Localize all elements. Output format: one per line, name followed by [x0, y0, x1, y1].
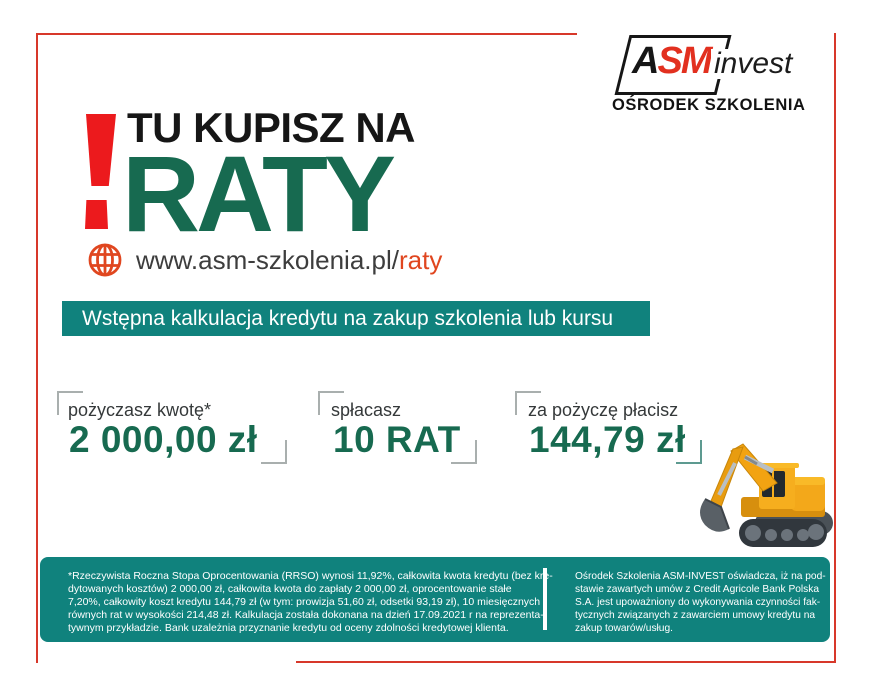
frame-bottom-line	[296, 661, 836, 663]
globe-icon	[87, 242, 123, 278]
logo-letter-s: S	[657, 40, 682, 82]
corner-bracket-br	[261, 440, 287, 464]
frame-left-line	[36, 33, 38, 663]
stat-label-installments: spłacasz	[331, 400, 402, 420]
frame-top-line	[36, 33, 577, 35]
footer-divider	[543, 568, 547, 630]
logo-letter-a: A	[632, 40, 659, 82]
website-url[interactable]: www.asm-szkolenia.pl/raty	[136, 245, 442, 276]
footer-line: dytowanych kosztów) 2 000,00 zł, całkowi…	[68, 582, 512, 595]
exclamation-mark-icon	[86, 114, 116, 186]
corner-bracket-tl	[57, 391, 83, 415]
footer-line: Ośrodek Szkolenia ASM-INVEST oświadcza, …	[575, 571, 826, 582]
footer-line: *Rzeczywista Roczna Stopa Oprocentowania…	[68, 570, 553, 582]
logo-subtitle: OŚRODEK SZKOLENIA	[612, 96, 806, 114]
excavator-image	[683, 437, 835, 550]
asm-logo: ASM	[632, 40, 713, 82]
frame-right-line	[834, 33, 836, 663]
footer-panel: *Rzeczywista Roczna Stopa Oprocentowania…	[40, 557, 830, 642]
website-url-highlight[interactable]: raty	[398, 245, 443, 275]
calculation-banner-text: Wstępna kalkulacja kredytu na zakup szko…	[82, 306, 614, 330]
stat-value-amount: 2 000,00 zł	[69, 419, 258, 460]
stat-label-amount: pożyczasz kwotę*	[68, 400, 212, 420]
headline-line2: RATY	[122, 133, 396, 254]
corner-bracket-br	[451, 440, 477, 464]
stat-label-cost: za pożyczę płacisz	[528, 400, 679, 420]
footer-line: 7,20%, całkowity koszt kredytu 144,79 zł…	[68, 595, 541, 608]
footer-line: równych rat w wysokości 214,48 zł. Kalku…	[68, 608, 544, 621]
footer-legal-text: *Rzeczywista Roczna Stopa Oprocentowania…	[68, 570, 553, 635]
exclamation-mark-dot	[85, 200, 108, 229]
footer-line: stawie zawartych umów z Credit Agricole …	[575, 584, 820, 595]
footer-line: S.A. jest upoważniony do wykonywania czy…	[575, 597, 821, 608]
footer-line: tywnym przykładzie. Bank uzależnia przyz…	[68, 621, 509, 634]
footer-statement-text: Ośrodek Szkolenia ASM-INVEST oświadcza, …	[575, 570, 826, 635]
stat-value-cost: 144,79 zł	[529, 419, 686, 460]
logo-invest-text: invest	[711, 49, 796, 79]
footer-line: tycznych związanych z zawarciem umowy kr…	[575, 610, 816, 621]
logo-letter-m: M	[680, 40, 713, 82]
website-url-base[interactable]: www.asm-szkolenia.pl/	[136, 245, 399, 275]
footer-line: zakup towarów/usług.	[575, 623, 673, 634]
corner-bracket-br	[676, 440, 702, 464]
corner-bracket-tl	[318, 391, 344, 415]
calculation-banner: Wstępna kalkulacja kredytu na zakup szko…	[62, 301, 650, 336]
stat-value-installments: 10 RAT	[333, 419, 461, 460]
headline-line1: TU KUPISZ NA	[127, 104, 416, 151]
corner-bracket-tl	[515, 391, 541, 415]
